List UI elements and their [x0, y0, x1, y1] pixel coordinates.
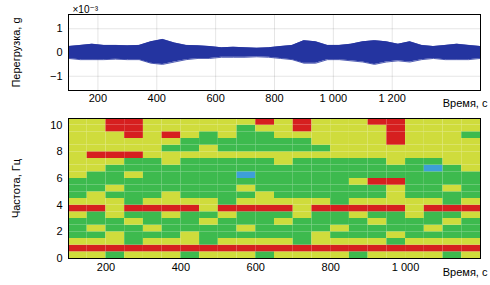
svg-text:1 200: 1 200: [378, 92, 406, 104]
svg-text:1: 1: [56, 22, 62, 34]
svg-text:Перегрузка, g: Перегрузка, g: [10, 17, 22, 87]
svg-text:10: 10: [50, 119, 62, 131]
svg-text:Время, с: Время, с: [443, 97, 488, 109]
svg-text:800: 800: [322, 261, 340, 273]
svg-text:1 000: 1 000: [320, 92, 348, 104]
svg-text:2: 2: [56, 225, 62, 237]
svg-text:Частота, Гц: Частота, Гц: [10, 158, 22, 218]
svg-text:6: 6: [56, 172, 62, 184]
svg-text:200: 200: [89, 92, 107, 104]
svg-text:8: 8: [56, 145, 62, 157]
svg-text:800: 800: [265, 92, 283, 104]
svg-text:−1: −1: [50, 70, 63, 82]
svg-text:×10⁻³: ×10⁻³: [73, 4, 99, 15]
svg-text:200: 200: [97, 261, 115, 273]
svg-text:600: 600: [247, 261, 265, 273]
svg-text:0: 0: [56, 252, 62, 264]
svg-text:0: 0: [56, 46, 62, 58]
svg-text:600: 600: [206, 92, 224, 104]
svg-text:1 000: 1 000: [392, 261, 420, 273]
svg-text:400: 400: [172, 261, 190, 273]
svg-text:4: 4: [56, 199, 62, 211]
svg-text:Время, с: Время, с: [443, 266, 488, 278]
svg-text:400: 400: [148, 92, 166, 104]
